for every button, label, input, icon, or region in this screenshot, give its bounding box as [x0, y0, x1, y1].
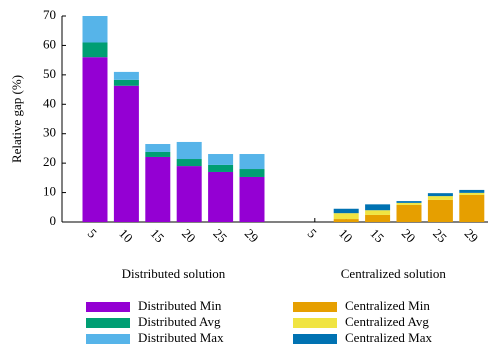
- bar-segment: [427, 196, 453, 200]
- x-tick-label: 10: [116, 226, 136, 246]
- x-tick-label: 25: [210, 226, 230, 246]
- bar-segment: [396, 201, 422, 203]
- bar-segment: [396, 204, 422, 222]
- y-tick-label: 0: [50, 213, 57, 228]
- x-tick-label: 10: [336, 226, 356, 246]
- bar-segment: [427, 199, 453, 222]
- bar-segment: [145, 156, 171, 222]
- bar-segment: [459, 194, 485, 222]
- group-label: Centralized solution: [341, 266, 447, 281]
- bar-segment: [176, 166, 202, 222]
- legend-label: Centralized Avg: [345, 314, 429, 329]
- legend-label: Distributed Min: [138, 298, 222, 313]
- bar-segment: [145, 144, 171, 152]
- bar-segment: [113, 85, 139, 222]
- bar-segment: [333, 208, 359, 214]
- bar-segment: [113, 79, 139, 86]
- bar-segment: [333, 213, 359, 220]
- bar-segment: [145, 151, 171, 157]
- bar-segment: [365, 214, 391, 222]
- bar-segment: [333, 219, 359, 222]
- y-tick-label: 40: [43, 95, 56, 110]
- y-tick-label: 10: [43, 184, 56, 199]
- y-tick-label: 60: [43, 36, 56, 51]
- bar-segment: [427, 193, 453, 197]
- x-tick-label: 20: [179, 226, 199, 246]
- bar-segment: [239, 154, 265, 170]
- legend-swatch: [293, 302, 337, 312]
- y-tick-label: 30: [43, 125, 56, 140]
- y-tick-label: 20: [43, 154, 56, 169]
- bar-segment: [82, 42, 108, 58]
- bar-segment: [365, 204, 391, 211]
- bar-segment: [239, 176, 265, 222]
- x-tick-label: 5: [85, 226, 100, 241]
- bar-segment: [176, 159, 202, 167]
- x-tick-label: 25: [430, 226, 450, 246]
- legend-label: Centralized Max: [345, 330, 432, 344]
- bar-segment: [113, 71, 139, 80]
- y-tick-label: 50: [43, 66, 56, 81]
- bar-segment: [208, 164, 234, 172]
- bar-segment: [459, 192, 485, 195]
- x-tick-label: 15: [367, 226, 387, 246]
- legend-swatch: [86, 302, 130, 312]
- bar-segment: [82, 57, 108, 223]
- bar-segment: [176, 141, 202, 160]
- x-tick-label: 5: [305, 226, 320, 241]
- legend-label: Centralized Min: [345, 298, 430, 313]
- x-tick-label: 15: [148, 226, 168, 246]
- legend-label: Distributed Max: [138, 330, 224, 344]
- legend-swatch: [86, 334, 130, 344]
- x-tick-label: 29: [462, 226, 482, 246]
- legend-label: Distributed Avg: [138, 314, 221, 329]
- bar-segment: [239, 169, 265, 177]
- bar-segment: [396, 202, 422, 205]
- bar-segment: [82, 16, 108, 43]
- legend-swatch: [293, 318, 337, 328]
- x-tick-label: 29: [242, 226, 262, 246]
- bar-segment: [459, 189, 485, 193]
- legend-swatch: [293, 334, 337, 344]
- bar-segment: [365, 210, 391, 215]
- bar-segment: [208, 154, 234, 165]
- y-axis-label: Relative gap (%): [9, 75, 24, 163]
- legend-swatch: [86, 318, 130, 328]
- group-label: Distributed solution: [122, 266, 226, 281]
- x-tick-label: 20: [399, 226, 419, 246]
- bar-segment: [208, 171, 234, 222]
- y-tick-label: 70: [43, 7, 56, 22]
